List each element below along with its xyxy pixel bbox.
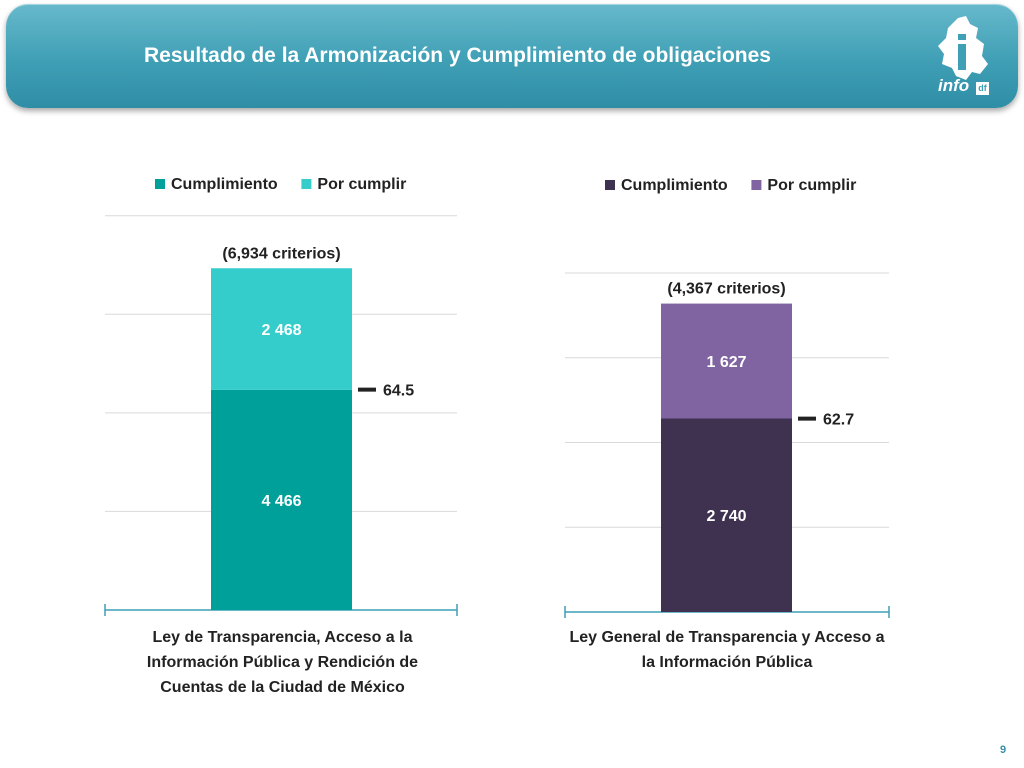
bar-value-label: 2 468 bbox=[261, 322, 301, 339]
legend-label: Cumplimiento bbox=[621, 177, 728, 194]
page-number: 9 bbox=[1000, 744, 1007, 756]
category-label-right: Ley General de Transparencia y Acceso a … bbox=[569, 629, 885, 671]
logo-badge: df bbox=[976, 82, 989, 95]
page-title: Resultado de la Armonización y Cumplimie… bbox=[144, 44, 771, 67]
bar-value-label: 2 740 bbox=[706, 508, 746, 525]
legend-label: Por cumplir bbox=[317, 176, 406, 193]
legend-swatch bbox=[751, 180, 762, 190]
legend-swatch bbox=[301, 179, 312, 189]
bar-segment bbox=[211, 268, 352, 390]
total-label: (4,367 criterios) bbox=[667, 281, 785, 298]
total-label: (6,934 criterios) bbox=[222, 245, 340, 262]
bar-value-label: 4 466 bbox=[261, 493, 301, 510]
legend-label: Por cumplir bbox=[767, 177, 856, 194]
legend-swatch bbox=[155, 179, 165, 189]
bar-segment bbox=[211, 389, 352, 610]
percent-label: 62.7 bbox=[823, 412, 854, 429]
bar-segment bbox=[661, 303, 792, 419]
mexico-city-map-icon bbox=[938, 16, 988, 80]
category-label-left: Ley de Transparencia, Acceso a la Inform… bbox=[146, 629, 419, 696]
chart-ley-transparencia-cdmx: Cumplimiento Por cumplir 4 466 2 468 (6,934 … bbox=[104, 176, 458, 616]
percent-label: 64.5 bbox=[383, 383, 414, 400]
legend-swatch bbox=[605, 180, 615, 190]
bar-segment bbox=[661, 418, 792, 612]
logo-text: info bbox=[938, 76, 970, 95]
bar-value-label: 1 627 bbox=[706, 354, 746, 371]
header-banner bbox=[6, 4, 1018, 108]
chart-ley-general-transparencia: Cumplimiento Por cumplir 2 740 1 627 (4,367 … bbox=[564, 177, 890, 618]
legend-label: Cumplimiento bbox=[171, 176, 278, 193]
